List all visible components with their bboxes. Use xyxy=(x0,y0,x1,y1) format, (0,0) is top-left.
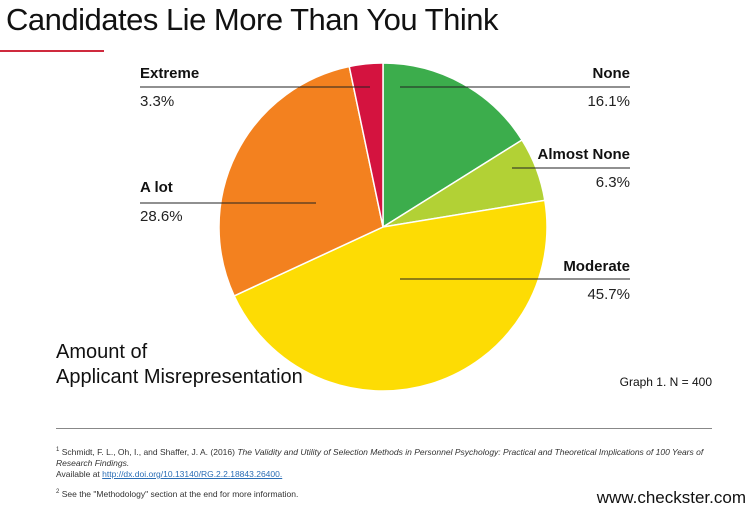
pie-chart: None 16.1% Almost None 6.3% Moderate 45.7% A l… xyxy=(140,62,631,392)
website-url[interactable]: www.checkster.com xyxy=(596,488,746,507)
slice-value-a-lot: 28.6% xyxy=(140,208,183,225)
slice-value-moderate: 45.7% xyxy=(587,286,630,303)
graph-note: Graph 1. N = 400 xyxy=(619,375,712,389)
slice-value-extreme: 3.3% xyxy=(140,93,174,110)
slice-label-almost-none: Almost None xyxy=(537,146,630,163)
pie-slice-extreme xyxy=(348,62,384,228)
footnote-1-available: Available at xyxy=(56,468,100,479)
slice-label-a-lot: A lot xyxy=(140,179,173,196)
footnote-1-number: 1 xyxy=(56,447,60,453)
footnote-2: 2 See the "Methodology" section at the e… xyxy=(56,487,726,500)
footnote-1-work: The Validity and Utility of Selection Me… xyxy=(56,446,704,468)
footnote-1-link[interactable]: http://dx.doi.org/10.13140/RG.2.2.18843.… xyxy=(102,468,283,479)
footnote-2-text: See the "Methodology" section at the end… xyxy=(61,488,299,499)
footnote-1-authors: Schmidt, F. L., Oh, I., and Shaffer, J. … xyxy=(61,446,235,457)
chart-subtitle-line-1: Amount of xyxy=(56,341,148,363)
footnote-1: 1 Schmidt, F. L., Oh, I., and Shaffer, J… xyxy=(56,445,726,480)
title-underline xyxy=(0,50,104,52)
footnotes: 1 Schmidt, F. L., Oh, I., and Shaffer, J… xyxy=(56,445,726,507)
page-title: Candidates Lie More Than You Think xyxy=(6,2,499,37)
slice-label-none: None xyxy=(593,65,631,82)
slice-label-moderate: Moderate xyxy=(563,258,630,275)
slice-value-almost-none: 6.3% xyxy=(596,174,630,191)
chart-subtitle-line-2: Applicant Misrepresentation xyxy=(56,366,303,388)
footnote-2-number: 2 xyxy=(56,488,60,495)
pie-slice-none xyxy=(382,62,524,229)
pie-slice-moderate xyxy=(233,199,548,392)
slice-label-extreme: Extreme xyxy=(140,65,199,82)
footnote-divider xyxy=(56,428,712,429)
slice-value-none: 16.1% xyxy=(587,93,630,110)
pie-slice-a-lot xyxy=(218,65,384,297)
chart-subtitle: Amount of Applicant Misrepresentation xyxy=(56,340,303,390)
